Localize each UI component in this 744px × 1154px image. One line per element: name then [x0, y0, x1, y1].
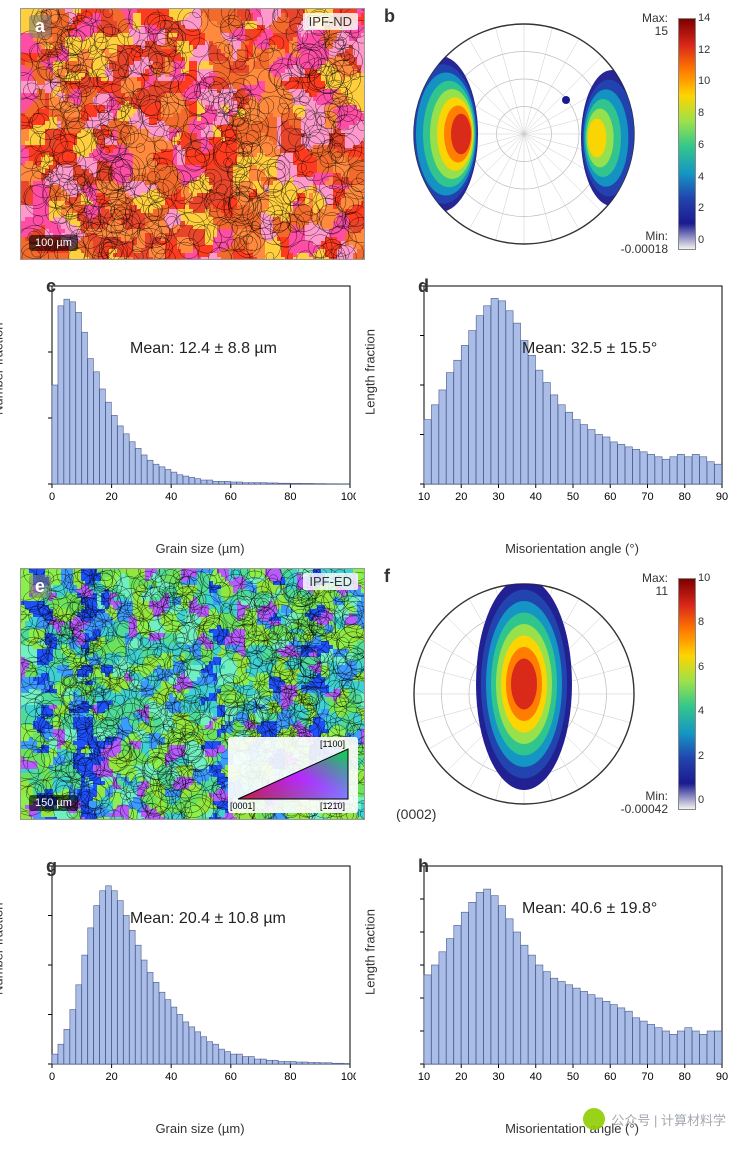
- panel-b-label: b: [384, 6, 395, 27]
- watermark-text: 公众号 | 计算材料学: [611, 1110, 726, 1129]
- colorbar-tick: 6: [698, 139, 718, 151]
- pf-b-max-label: Max:: [642, 11, 668, 25]
- colorbar-tick: 14: [698, 12, 718, 24]
- pf-f-min-value: -0.00042: [621, 802, 668, 816]
- panel-e-scalebar: 150 µm: [29, 795, 78, 811]
- panel-c-ylabel: Number fraction: [0, 323, 6, 415]
- pf-f-max-value: 11: [656, 584, 668, 598]
- pf-f-min-label: Min:: [645, 789, 668, 803]
- colorbar-f: 1086420: [676, 578, 718, 810]
- colorbar-b: 14121086420: [676, 18, 718, 250]
- watermark-icon: [583, 1108, 605, 1130]
- pf-b-max-value: 15: [655, 24, 668, 38]
- panel-a-label: a: [29, 15, 51, 38]
- panel-g-ylabel: Number fraction: [0, 903, 6, 995]
- pole-figure-f-svg: [384, 568, 664, 820]
- panel-e-label: e: [29, 575, 51, 598]
- colorbar-tick: 10: [698, 572, 718, 584]
- ipf-corner-1100: [1̄100]: [320, 739, 345, 749]
- panel-c-xlabel: Grain size (µm): [155, 541, 244, 556]
- panel-c-mean: Mean: 12.4 ± 8.8 µm: [130, 340, 277, 358]
- panel-g-xlabel: Grain size (µm): [155, 1121, 244, 1136]
- panel-d-xlabel: Misorientation angle (°): [505, 541, 639, 556]
- pf-f-min: Min: -0.00042: [621, 790, 668, 816]
- colorbar-b-gradient: [678, 18, 696, 250]
- colorbar-tick: 10: [698, 75, 718, 87]
- chart-g-svg: 00.020.040.060.08020406080100: [46, 860, 356, 1098]
- panel-e-badge: IPF-ED: [303, 573, 358, 590]
- panel-e-map: e IPF-ED 150 µm: [20, 568, 365, 820]
- pole-figure-b-svg: [384, 8, 664, 260]
- panel-b: b Max: 15 Min: -0.00018 14 12 10 8 6 4 2 0: [372, 0, 744, 270]
- panel-g-mean: Mean: 20.4 ± 10.8 µm: [130, 910, 286, 928]
- pole-figure-b: Max: 15 Min: -0.00018 14 12 10 8 6 4 2 0: [384, 8, 724, 260]
- panel-g-label: g: [46, 856, 57, 877]
- pf-b-max: Max: 15: [642, 12, 668, 38]
- colorbar-tick: 4: [698, 705, 718, 717]
- panel-a-map: a IPF-ND 100 µm: [20, 8, 365, 260]
- panel-h: h Length fraction 00.010.020.030.040.050…: [372, 850, 744, 1140]
- pf-b-min: Min: -0.00018: [621, 230, 668, 256]
- panel-h-mean: Mean: 40.6 ± 19.8°: [522, 900, 657, 918]
- pf-f-caption: (0002): [396, 806, 436, 822]
- panel-c-label: c: [46, 276, 56, 297]
- panel-f-label: f: [384, 566, 390, 587]
- panel-a-scalebar: 100 µm: [29, 235, 78, 251]
- pf-f-max: Max: 11: [642, 572, 668, 598]
- chart-c-svg: 00.050.10.15020406080100: [46, 280, 356, 518]
- panel-e: e IPF-ED 150 µm: [0, 560, 372, 850]
- ipf-corner-1210: [1̄21̄0]: [320, 801, 345, 811]
- pf-b-min-label: Min:: [645, 229, 668, 243]
- panel-h-label: h: [418, 856, 429, 877]
- panel-d-mean: Mean: 32.5 ± 15.5°: [522, 340, 657, 358]
- colorbar-f-gradient: [678, 578, 696, 810]
- colorbar-tick: 0: [698, 234, 718, 246]
- panel-a-badge: IPF-ND: [303, 13, 358, 30]
- pole-figure-f: Max: 11 Min: -0.00042 (0002) 10 8 6 4 2 0: [384, 568, 724, 820]
- colorbar-tick: 12: [698, 44, 718, 56]
- pf-f-max-label: Max:: [642, 571, 668, 585]
- chart-d-svg: 00.020.040.060.08102030405060708090: [418, 280, 728, 518]
- ipf-legend-triangle: [0001] [1̄100] [1̄21̄0]: [228, 737, 358, 813]
- colorbar-tick: 8: [698, 107, 718, 119]
- panel-d-ylabel: Length fraction: [363, 329, 378, 415]
- panel-d: d Length fraction 00.020.040.060.0810203…: [372, 270, 744, 560]
- figure-grid: a IPF-ND 100 µm b Max: 15 Min: -0.00018 …: [0, 0, 744, 1154]
- panel-f: f Max: 11 Min: -0.00042 (0002) 10 8 6 4 2 0: [372, 560, 744, 850]
- colorbar-tick: 0: [698, 794, 718, 806]
- panel-h-ylabel: Length fraction: [363, 909, 378, 995]
- watermark: 公众号 | 计算材料学: [583, 1108, 726, 1130]
- colorbar-tick: 2: [698, 202, 718, 214]
- ipf-map-a-svg: [21, 9, 365, 260]
- colorbar-tick: 8: [698, 616, 718, 628]
- panel-g: g Number fraction 00.020.040.060.0802040…: [0, 850, 372, 1140]
- ipf-legend-svg: [0001] [1̄100] [1̄21̄0]: [228, 737, 358, 813]
- panel-d-label: d: [418, 276, 429, 297]
- pf-b-min-value: -0.00018: [621, 242, 668, 256]
- ipf-corner-0001: [0001]: [230, 801, 255, 811]
- colorbar-tick: 6: [698, 661, 718, 673]
- panel-c: c Number fraction 00.050.10.150204060801…: [0, 270, 372, 560]
- colorbar-tick: 4: [698, 171, 718, 183]
- chart-h-svg: 00.010.020.030.040.050.06102030405060708…: [418, 860, 728, 1098]
- colorbar-tick: 2: [698, 750, 718, 762]
- panel-a: a IPF-ND 100 µm: [0, 0, 372, 270]
